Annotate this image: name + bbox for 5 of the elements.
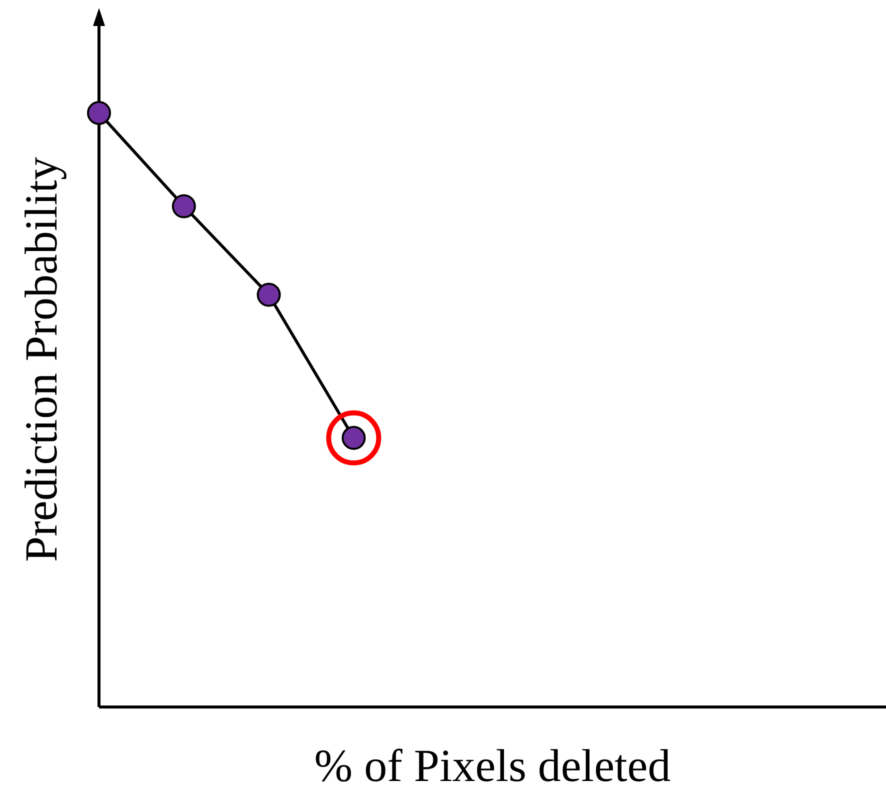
point (172, 194, 196, 218)
x-axis-title: % of Pixels deleted (314, 740, 671, 789)
y-axis-title: Prediction Probability (15, 156, 66, 562)
point (87, 100, 111, 125)
point (256, 282, 281, 307)
